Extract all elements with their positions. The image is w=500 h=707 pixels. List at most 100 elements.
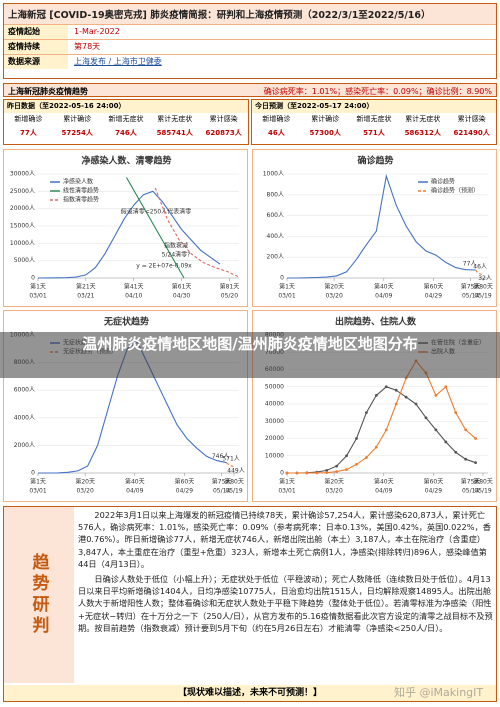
series-line xyxy=(287,386,476,474)
point xyxy=(374,445,378,449)
point xyxy=(474,461,477,465)
x-tick-label: 第20天 xyxy=(324,283,344,291)
y-tick-label: 1000人 xyxy=(263,171,284,178)
series-line xyxy=(475,269,484,276)
analysis-text: 2022年3月1日以来上海爆发的新冠疫情已持续78天，累计确诊57,254人，累… xyxy=(78,509,494,637)
value-label: 32人 xyxy=(478,275,492,282)
x-tick-date: 04/09 xyxy=(126,488,143,495)
watermark: 知乎 @iMakingIT xyxy=(394,686,484,699)
x-tick-label: 第1天 xyxy=(279,478,295,486)
stats-cols: 新增确诊 46人 累计确诊 57300人 新增无症状 571人 累计无症状 586312人 累计… xyxy=(252,113,496,140)
x-tick-label: 第1天 xyxy=(30,478,46,486)
point xyxy=(345,468,348,471)
point xyxy=(365,456,368,459)
y-tick-label: 800人 xyxy=(267,191,284,198)
stat: 累计确诊 57254人 xyxy=(53,113,102,140)
header-row: 数据来源 上海发布 / 上海市卫健委 xyxy=(4,54,496,69)
stat: 新增确诊 46人 xyxy=(252,113,301,140)
stat: 新增无症状 746人 xyxy=(102,113,151,140)
x-tick-label: 第40天 xyxy=(374,283,394,291)
header: 上海新冠 [COVID-19奥密克戎] 肺炎疫情简报：研判和上海疫情预测（202… xyxy=(3,3,497,79)
point xyxy=(464,457,468,461)
series-line xyxy=(287,173,476,279)
x-tick-date: 05/14 xyxy=(213,488,230,495)
stat-value: 746人 xyxy=(115,129,137,137)
point xyxy=(285,471,289,475)
analysis-footer: 【现状难以描述，未来不可预测！】 xyxy=(4,685,496,701)
series-line xyxy=(154,187,240,278)
y-tick-label: 400人 xyxy=(267,233,284,240)
stat-value: 620873人 xyxy=(205,129,242,137)
stat-name: 新增无症状 xyxy=(108,115,144,123)
analysis: 趋势研判 2022年3月1日以来上海爆发的新冠疫情已持续78天，累计确诊57,2… xyxy=(3,506,497,702)
x-tick-label: 第61天 xyxy=(172,283,192,291)
x-tick-label: 第60天 xyxy=(424,478,444,486)
row-label: 数据来源 xyxy=(4,55,68,69)
stat-name: 新增确诊 xyxy=(262,115,291,123)
point xyxy=(474,437,477,440)
stat-name: 累计感染 xyxy=(209,115,238,123)
header-row: 疫情持续 第78天 xyxy=(4,39,496,54)
point xyxy=(424,416,428,420)
legend-label: 净感染人数 xyxy=(63,178,93,186)
point xyxy=(414,402,418,406)
paragraph: 日确诊人数处于低位（小幅上升）；无症状处于低位（平稳波动）；死亡人数降低（连续数… xyxy=(78,574,493,633)
x-tick-label: 第20天 xyxy=(324,478,344,486)
stats-label: 昨日数据（至2022-05-16 24:00） xyxy=(4,100,248,113)
y-tick-label: 200人 xyxy=(267,254,284,261)
point xyxy=(444,385,448,389)
value-label: 746人 xyxy=(212,453,229,460)
point xyxy=(374,393,378,397)
x-tick-date: 03/01 xyxy=(278,488,295,495)
x-tick-label: 第80天 xyxy=(224,478,244,486)
y-tick-label: 20000 xyxy=(265,435,284,442)
x-tick-label: 第1天 xyxy=(279,283,295,291)
stat-value: 57300人 xyxy=(309,129,341,137)
stats-cols: 新增确诊 77人 累计确诊 57254人 新增无症状 746人 累计无症状 585741人 累计… xyxy=(4,113,248,140)
point xyxy=(394,402,398,406)
point xyxy=(404,395,408,399)
row-label: 疫情持续 xyxy=(4,40,68,54)
row-label: 疫情起始 xyxy=(4,25,68,39)
point xyxy=(434,428,438,432)
y-tick-label: 6000人 xyxy=(14,387,35,394)
row-value: 第78天 xyxy=(74,42,101,51)
y-tick-label: 0 xyxy=(280,470,284,477)
chart: 净感染人数、清零趋势 0 5000人 10000人 15000人 20000人 25000人… xyxy=(3,149,248,307)
stat: 累计确诊 57300人 xyxy=(301,113,350,140)
point xyxy=(394,388,398,392)
y-tick-label: 0 xyxy=(31,275,35,282)
series-line xyxy=(126,177,185,279)
rates: 确诊病死率：1.01%；感染死亡率：0.09%；确诊比例：8.90% xyxy=(263,87,492,96)
stat: 新增确诊 77人 xyxy=(4,113,53,140)
x-tick-date: 03/20 xyxy=(76,488,93,495)
point xyxy=(384,428,388,432)
stat-name: 累计感染 xyxy=(457,115,486,123)
x-tick-label: 第21天 xyxy=(76,283,96,291)
chart-title: 出院趋势、住院人数 xyxy=(335,316,417,328)
stat: 累计感染 621490人 xyxy=(447,113,496,140)
x-tick-label: 第41天 xyxy=(124,283,144,291)
stat: 新增无症状 571人 xyxy=(350,113,399,140)
annotation: 指数衰减 xyxy=(164,242,188,250)
section-bar: 上海新冠肺炎疫情趋势 确诊病死率：1.01%；感染死亡率：0.09%；确诊比例：… xyxy=(3,83,497,97)
point xyxy=(345,454,348,458)
stats-group: 昨日数据（至2022-05-16 24:00） 新增确诊 77人 累计确诊 57254人… xyxy=(3,99,249,145)
x-tick-label: 第20天 xyxy=(75,478,95,486)
y-tick-label: 10000 xyxy=(265,452,284,459)
chart-title: 无症状趋势 xyxy=(103,316,149,328)
stat-value: 46人 xyxy=(268,129,285,137)
x-tick-date: 03/20 xyxy=(325,488,342,495)
y-tick-label: 600人 xyxy=(267,212,284,219)
stat-value: 586312人 xyxy=(404,129,441,137)
x-tick-label: 第40天 xyxy=(374,478,394,486)
stat: 累计无症状 586312人 xyxy=(398,113,447,140)
x-tick-label: 第40天 xyxy=(125,478,145,486)
point xyxy=(325,469,329,472)
value-label: 571人 xyxy=(222,456,239,463)
stat-name: 累计无症状 xyxy=(405,115,441,123)
annotation: 5/24清零? xyxy=(162,251,191,259)
x-tick-label: 第75天 xyxy=(461,478,481,486)
y-tick-label: 10000人 xyxy=(10,240,35,247)
x-tick-date: 04/29 xyxy=(425,488,442,495)
